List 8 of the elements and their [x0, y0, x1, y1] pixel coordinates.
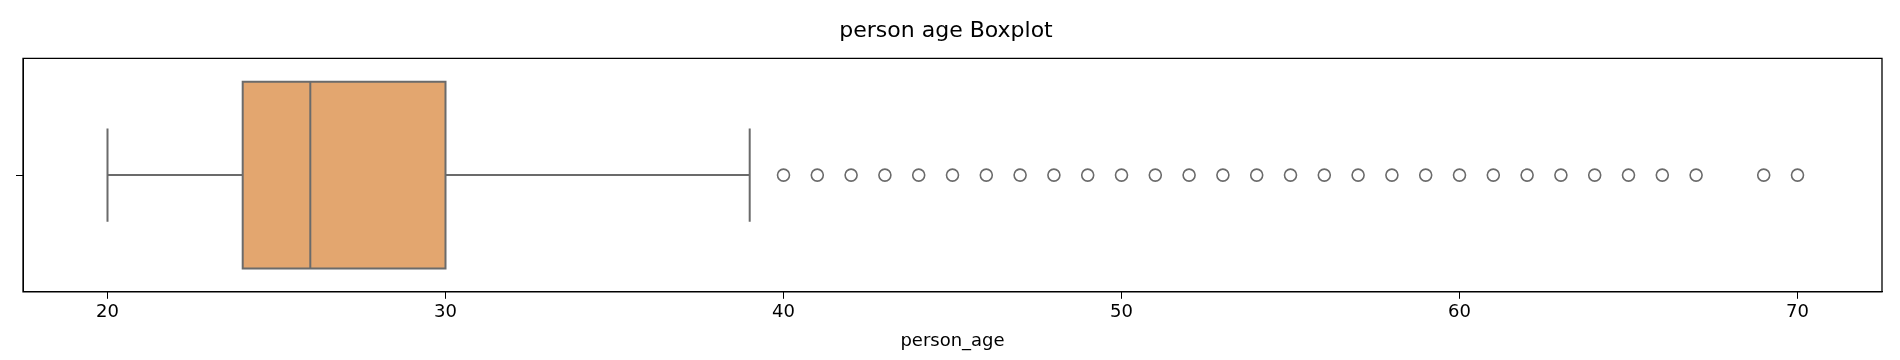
x-axis-title: person_age	[900, 328, 1005, 351]
x-tick-label: 40	[772, 300, 795, 322]
x-tick-label: 70	[1786, 300, 1809, 322]
x-tick-label: 30	[434, 300, 457, 322]
x-tick-label: 20	[96, 300, 119, 322]
x-tick-label: 50	[1110, 300, 1133, 322]
x-tick-label: 60	[1448, 300, 1471, 322]
chart-title: person age Boxplot	[839, 16, 1054, 42]
